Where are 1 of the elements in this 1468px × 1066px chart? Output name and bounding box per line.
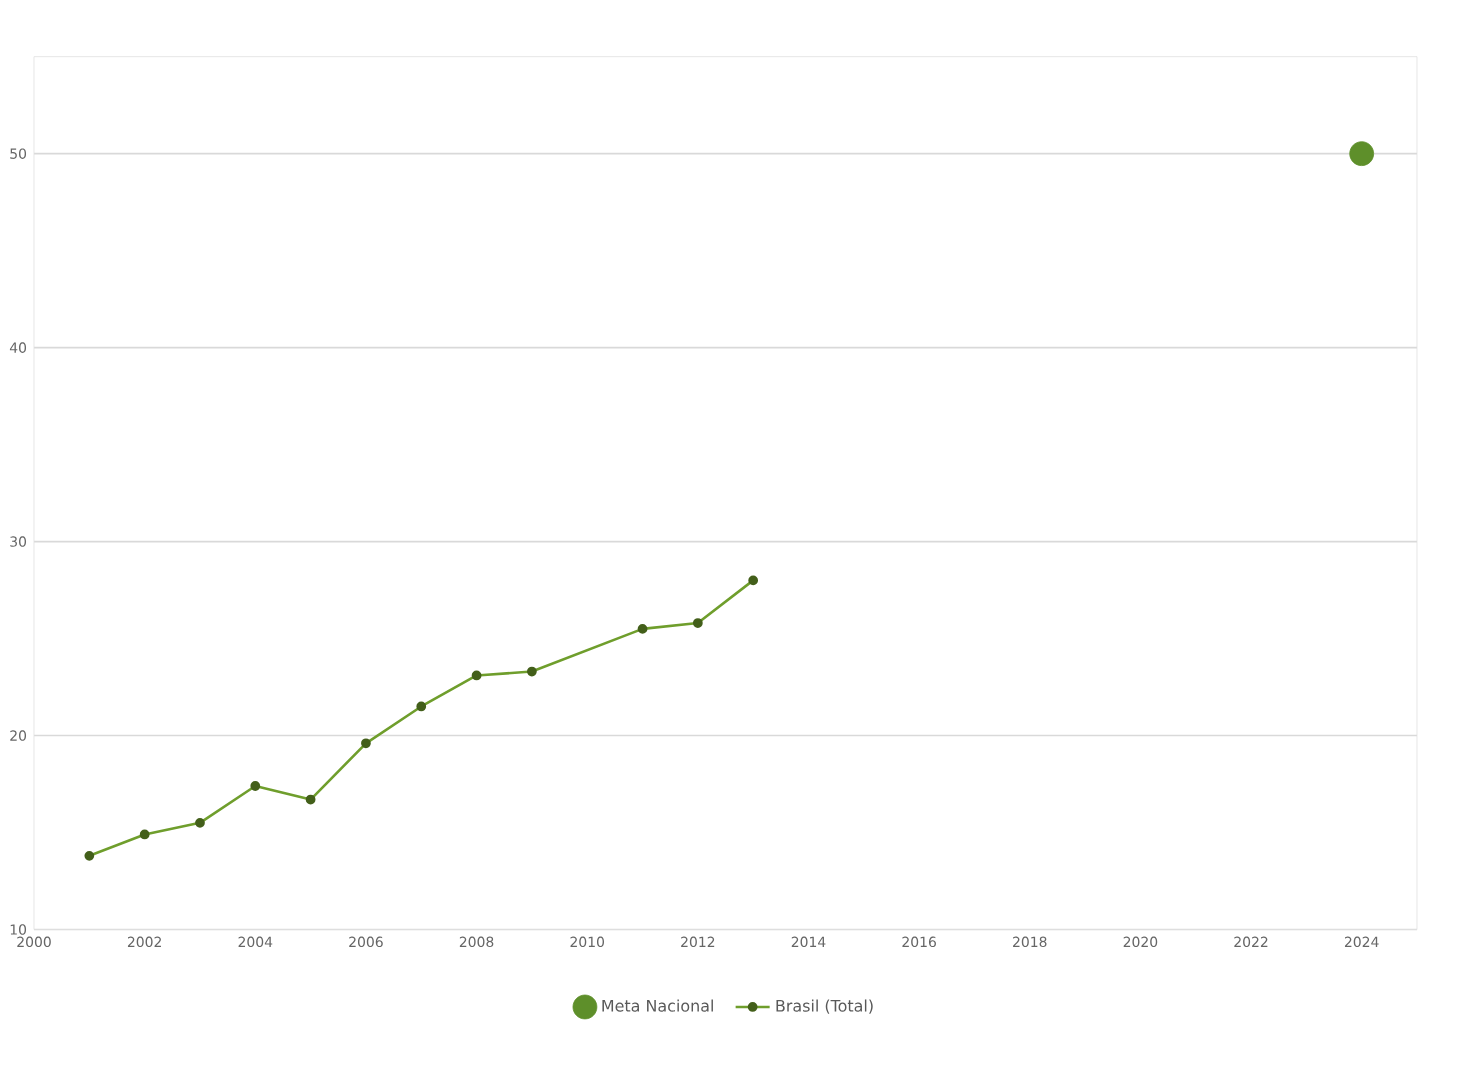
point [1349, 141, 1375, 167]
